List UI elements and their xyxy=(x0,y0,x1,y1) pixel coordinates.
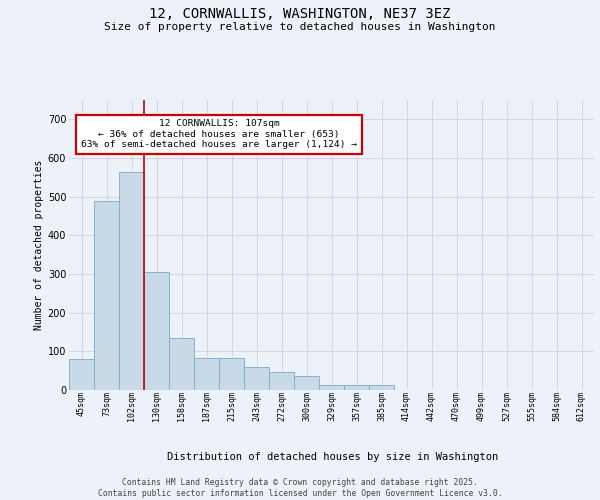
Bar xyxy=(194,358,219,390)
Bar xyxy=(144,272,169,390)
Text: Contains HM Land Registry data © Crown copyright and database right 2025.
Contai: Contains HM Land Registry data © Crown c… xyxy=(98,478,502,498)
Bar xyxy=(294,376,319,390)
Bar xyxy=(269,372,294,390)
Bar xyxy=(319,385,344,390)
Bar xyxy=(69,359,94,390)
Text: 12 CORNWALLIS: 107sqm
← 36% of detached houses are smaller (653)
63% of semi-det: 12 CORNWALLIS: 107sqm ← 36% of detached … xyxy=(81,120,357,149)
Text: 12, CORNWALLIS, WASHINGTON, NE37 3EZ: 12, CORNWALLIS, WASHINGTON, NE37 3EZ xyxy=(149,8,451,22)
Text: Size of property relative to detached houses in Washington: Size of property relative to detached ho… xyxy=(104,22,496,32)
Bar xyxy=(369,385,394,390)
Text: Distribution of detached houses by size in Washington: Distribution of detached houses by size … xyxy=(167,452,499,462)
Bar xyxy=(94,200,119,390)
Bar xyxy=(119,172,144,390)
Y-axis label: Number of detached properties: Number of detached properties xyxy=(34,160,44,330)
Bar xyxy=(244,367,269,390)
Bar xyxy=(344,385,369,390)
Bar xyxy=(219,358,244,390)
Bar xyxy=(169,338,194,390)
